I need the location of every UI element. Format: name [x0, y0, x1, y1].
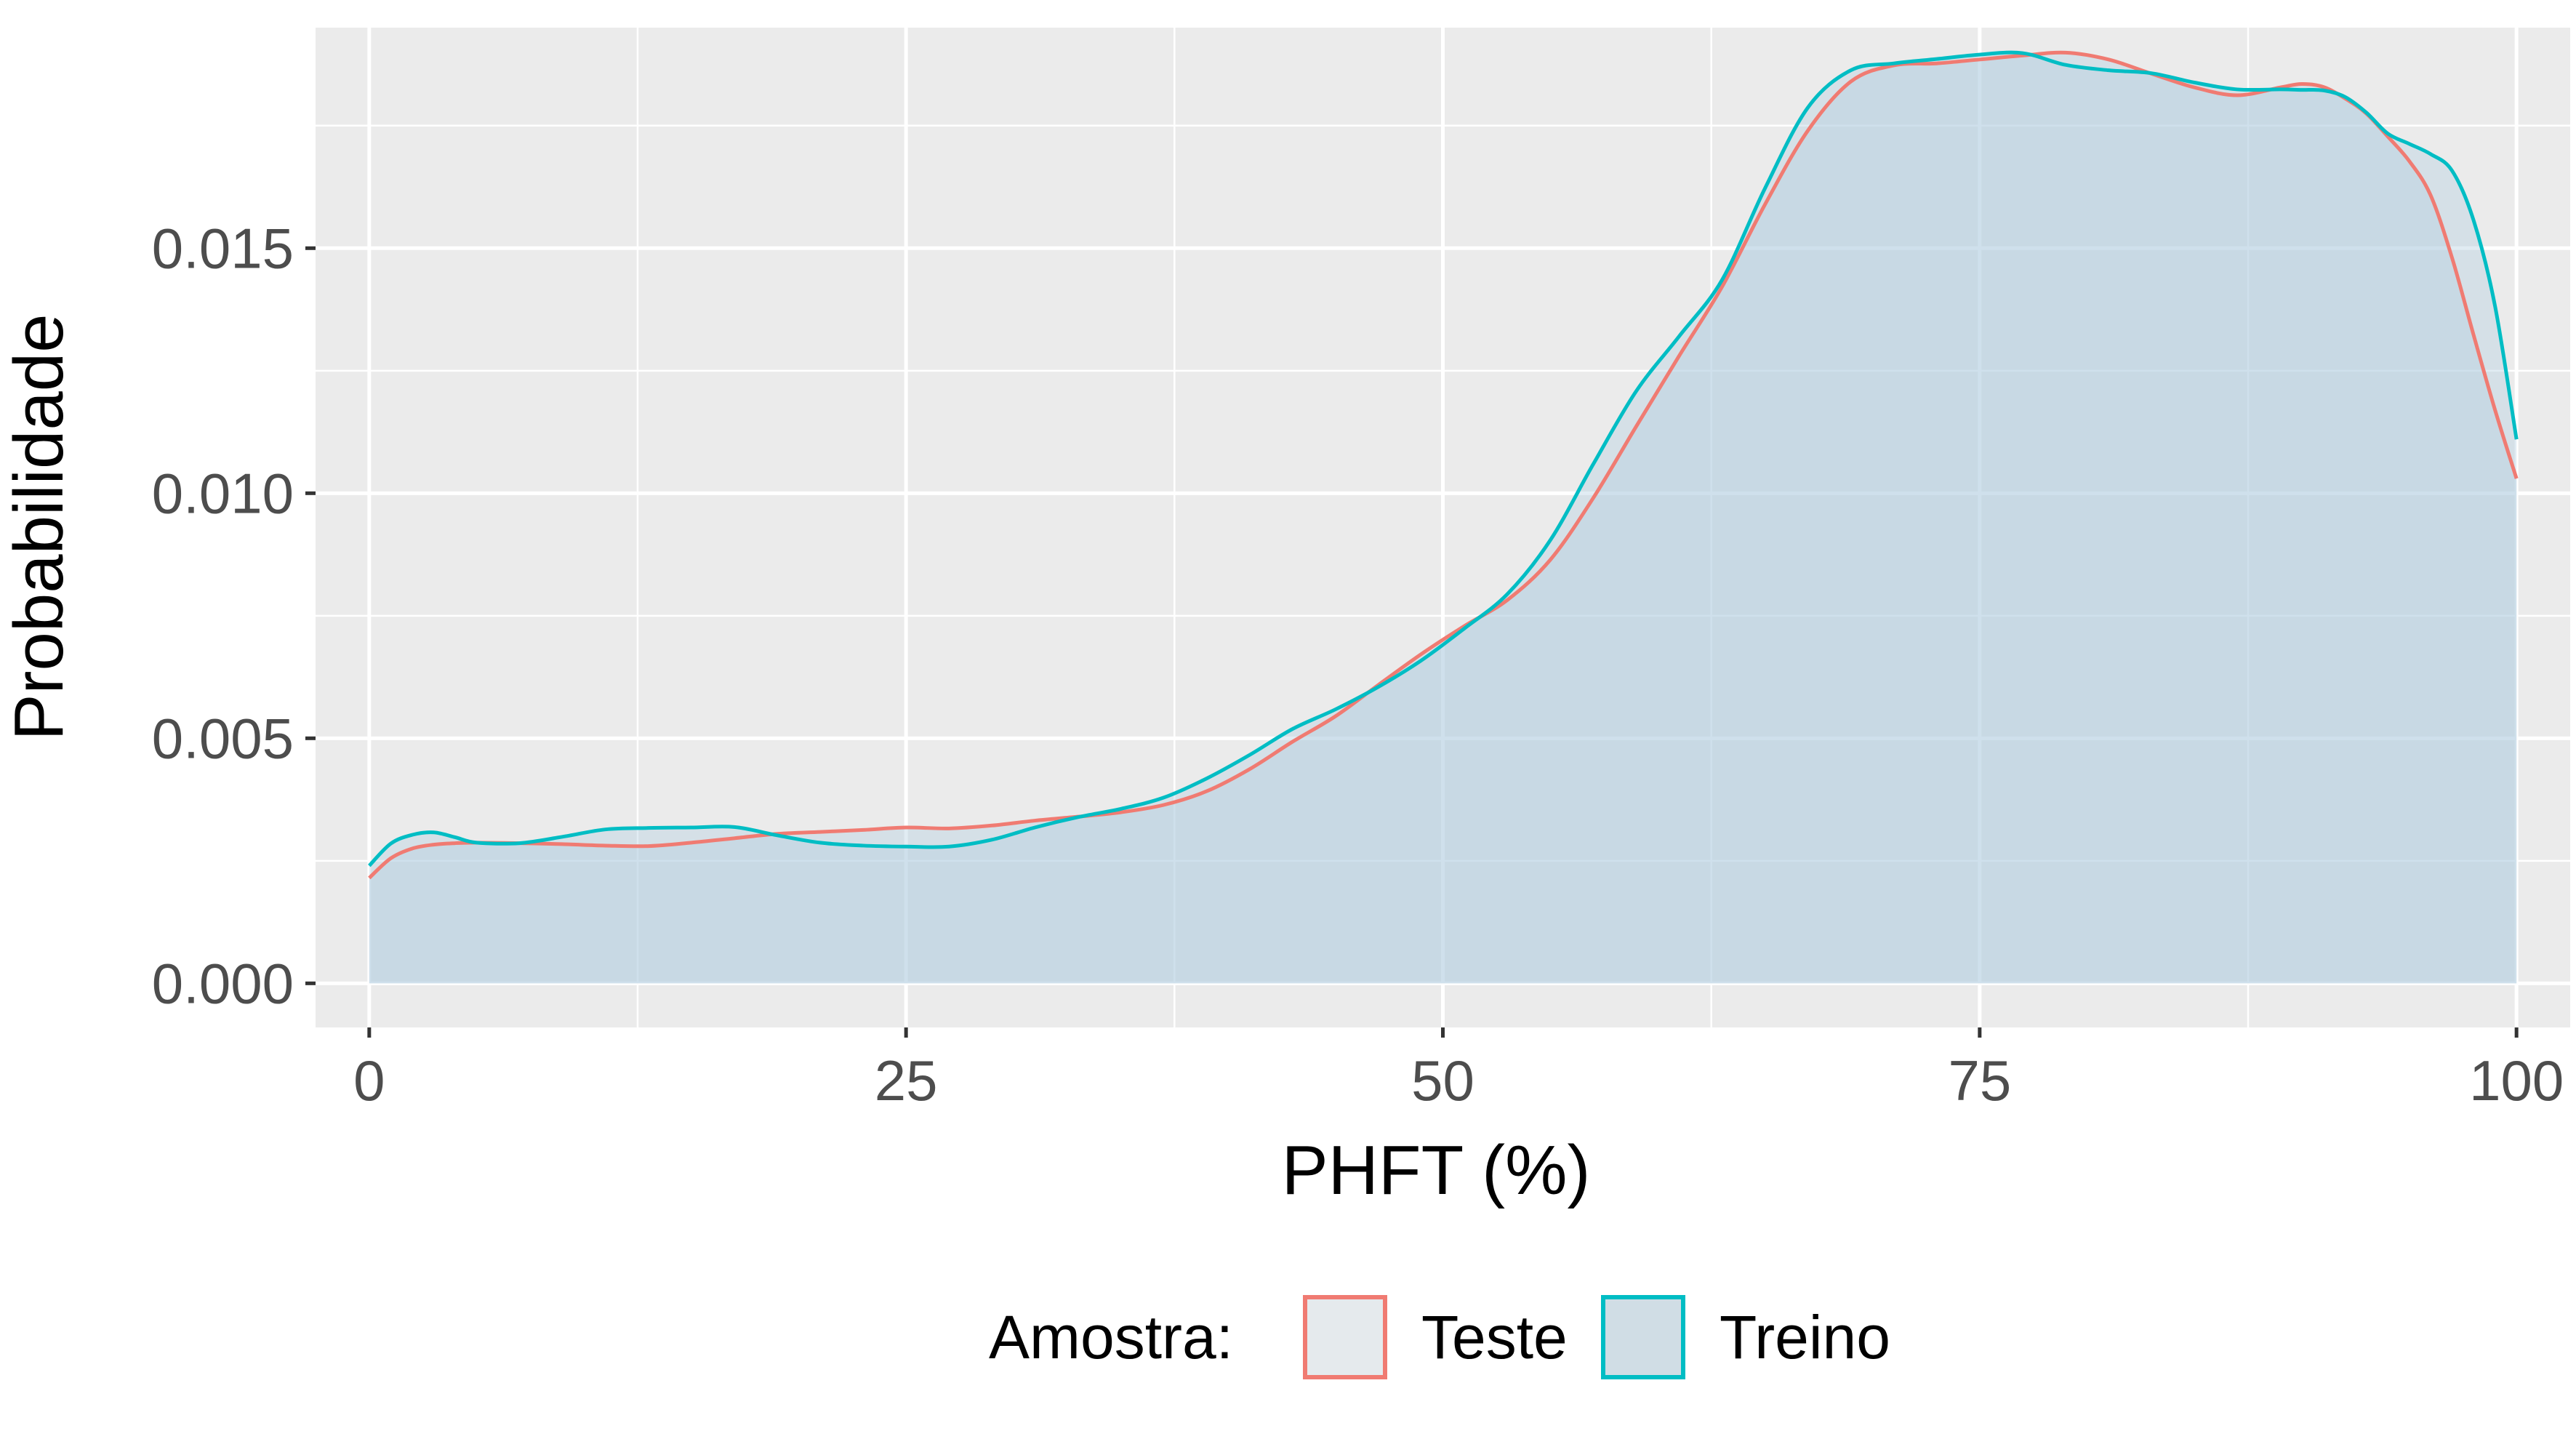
- density-line-teste: [368, 50, 2519, 880]
- density-areas: [369, 52, 2517, 984]
- legend: Amostra: Teste Treino: [989, 1295, 1890, 1379]
- x-tick-label: 0: [353, 1049, 385, 1113]
- x-axis: 0 25 50 75 100: [353, 1027, 2564, 1113]
- y-axis: 0.000 0.005 0.010 0.015: [152, 216, 316, 1015]
- density-line-treino: [368, 50, 2519, 867]
- y-tick-label: 0.000: [152, 951, 294, 1015]
- legend-label-treino: Treino: [1720, 1303, 1890, 1371]
- density-area-treino: [369, 52, 2517, 984]
- x-tick-label: 100: [2469, 1049, 2564, 1113]
- y-tick-label: 0.010: [152, 461, 294, 525]
- y-tick-label: 0.005: [152, 706, 294, 770]
- y-axis-title: Probabilidade: [0, 313, 78, 740]
- legend-title: Amostra:: [989, 1303, 1233, 1371]
- legend-key-teste: [1303, 1295, 1387, 1379]
- legend-key-treino: [1601, 1295, 1685, 1379]
- x-axis-title: PHFT (%): [1282, 1131, 1591, 1209]
- y-tick-label: 0.015: [152, 216, 294, 280]
- density-area-teste: [369, 52, 2517, 984]
- grid-major: [316, 28, 2570, 1027]
- density-lines: [368, 50, 2519, 880]
- x-tick-label: 50: [1411, 1049, 1474, 1113]
- x-tick-label: 25: [875, 1049, 938, 1113]
- legend-label-teste: Teste: [1421, 1303, 1568, 1371]
- x-tick-label: 75: [1948, 1049, 2011, 1113]
